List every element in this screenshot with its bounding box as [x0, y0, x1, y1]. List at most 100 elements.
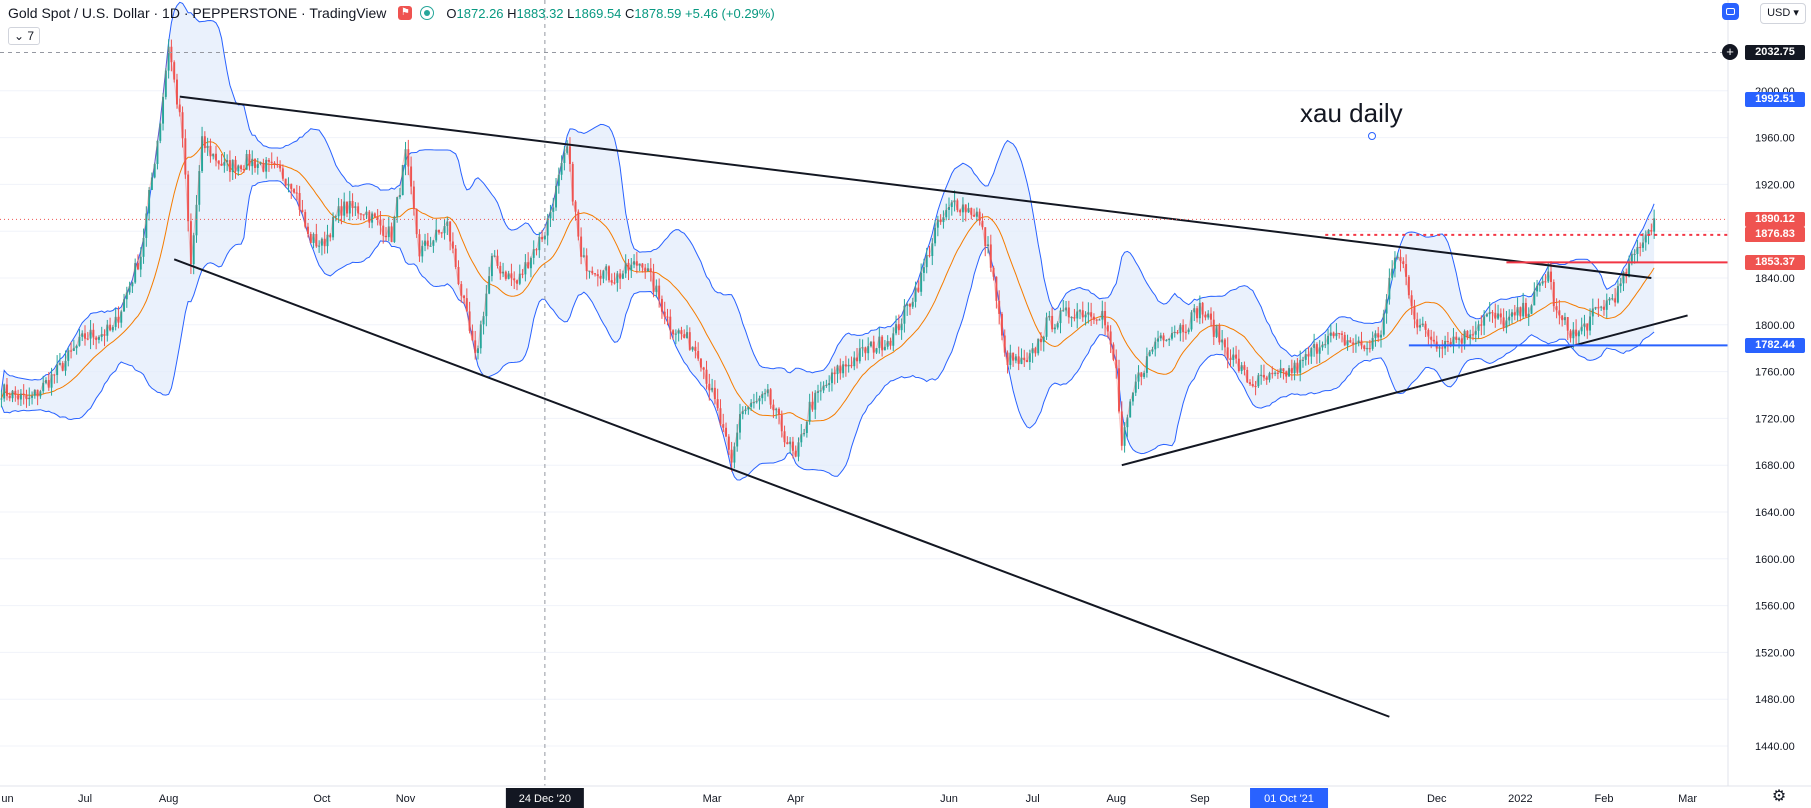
candle-body [1335, 333, 1338, 337]
chart-annotation-title[interactable]: xau daily [1300, 98, 1403, 128]
candle-body [1318, 347, 1321, 354]
candle-body [1472, 334, 1474, 336]
candle-body [357, 206, 360, 214]
y-tick-label: 1800.00 [1755, 320, 1795, 332]
symbol-title[interactable]: Gold Spot / U.S. Dollar · 1D · PEPPERSTO… [8, 5, 387, 21]
candle-body [895, 324, 898, 334]
candle-body [1073, 317, 1076, 319]
candle-body [293, 189, 296, 193]
candle-body [686, 332, 688, 338]
candle-body [1254, 386, 1257, 388]
candle-body [1143, 372, 1146, 377]
candle-body [1636, 247, 1639, 255]
candle-body [1522, 302, 1525, 317]
candle-body [920, 272, 923, 292]
candle-body [1639, 247, 1642, 249]
candle-body [1048, 315, 1051, 318]
candle-body [699, 358, 702, 368]
candle-body [379, 219, 382, 226]
candle-body [31, 395, 34, 398]
candle-body [1619, 283, 1622, 287]
candle-body [1466, 330, 1469, 338]
candle-body [1129, 401, 1132, 418]
candle-body [181, 112, 184, 139]
candle-body [348, 200, 351, 214]
candle-body [872, 341, 875, 353]
candle-body [758, 398, 761, 402]
candle-body [630, 264, 633, 271]
settings-gear-icon[interactable]: ⚙ [1771, 788, 1787, 805]
candle-body [1051, 315, 1054, 330]
candle-body [1028, 353, 1031, 363]
candle-body [822, 385, 825, 391]
candle-body [833, 372, 836, 375]
indicators-toggle[interactable]: ⌄ 7 [8, 27, 41, 45]
candle-body [1285, 371, 1288, 377]
candle-body [568, 146, 571, 165]
candle-body [1477, 324, 1480, 331]
candle-body [535, 249, 538, 251]
y-tick-label: 1640.00 [1755, 507, 1795, 519]
candle-body [752, 402, 755, 404]
candle-body [1380, 334, 1382, 338]
candle-body [1642, 242, 1644, 248]
candle-body [585, 255, 588, 271]
candle-body [1279, 368, 1282, 374]
x-tick-label: 24 Dec '20 [519, 793, 571, 805]
candle-body [830, 372, 833, 384]
candle-body [1067, 307, 1070, 318]
candle-body [477, 348, 479, 354]
candle-body [1474, 330, 1477, 335]
candle-body [613, 282, 616, 284]
candle-body [608, 266, 610, 281]
candle-body [1413, 306, 1416, 320]
candle-body [220, 163, 223, 166]
candle-body [649, 268, 652, 272]
candle-body [529, 257, 532, 269]
candle-body [1262, 374, 1265, 378]
camera-icon[interactable] [1722, 3, 1739, 20]
candle-body [981, 220, 984, 228]
candle-body [1327, 335, 1330, 345]
plus-icon[interactable]: + [1722, 44, 1738, 60]
candle-body [741, 411, 744, 415]
candle-body [610, 280, 613, 283]
candle-body [337, 206, 340, 217]
price-tag-last-price: 1890.12 [1745, 211, 1805, 227]
candle-body [376, 217, 379, 220]
flag-icon[interactable]: ⚑ [398, 6, 413, 20]
candle-body [1494, 312, 1497, 319]
candle-body [1591, 308, 1594, 317]
candle-body [33, 389, 36, 396]
candle-body [1126, 417, 1129, 428]
live-status-icon [420, 6, 435, 20]
currency-select[interactable]: USD ▾ [1760, 3, 1806, 24]
candle-body [1583, 323, 1586, 327]
candle-body [663, 311, 666, 317]
price-tag-crosshair: 2032.75 [1745, 44, 1805, 60]
candle-body [1056, 323, 1059, 328]
candle-body [11, 390, 14, 399]
candle-body [1363, 345, 1366, 349]
candle-body [1650, 229, 1653, 232]
candle-body [1533, 291, 1536, 306]
candle-body [1485, 314, 1488, 317]
candle-body [808, 401, 811, 422]
candle-body [1098, 319, 1101, 321]
candle-body [1589, 316, 1592, 331]
candle-body [1388, 277, 1391, 300]
candle-body [81, 333, 84, 337]
candle-body [1575, 329, 1578, 337]
candle-body [549, 211, 552, 219]
candle-body [513, 278, 516, 281]
candle-body [206, 145, 209, 149]
candle-body [713, 387, 716, 400]
x-tick-label: Apr [787, 793, 804, 805]
candle-body [1218, 325, 1221, 343]
candle-body [1106, 325, 1109, 332]
candle-body [552, 207, 555, 212]
candle-body [705, 369, 708, 384]
candle-body [1079, 310, 1081, 312]
candle-body [1290, 368, 1293, 374]
